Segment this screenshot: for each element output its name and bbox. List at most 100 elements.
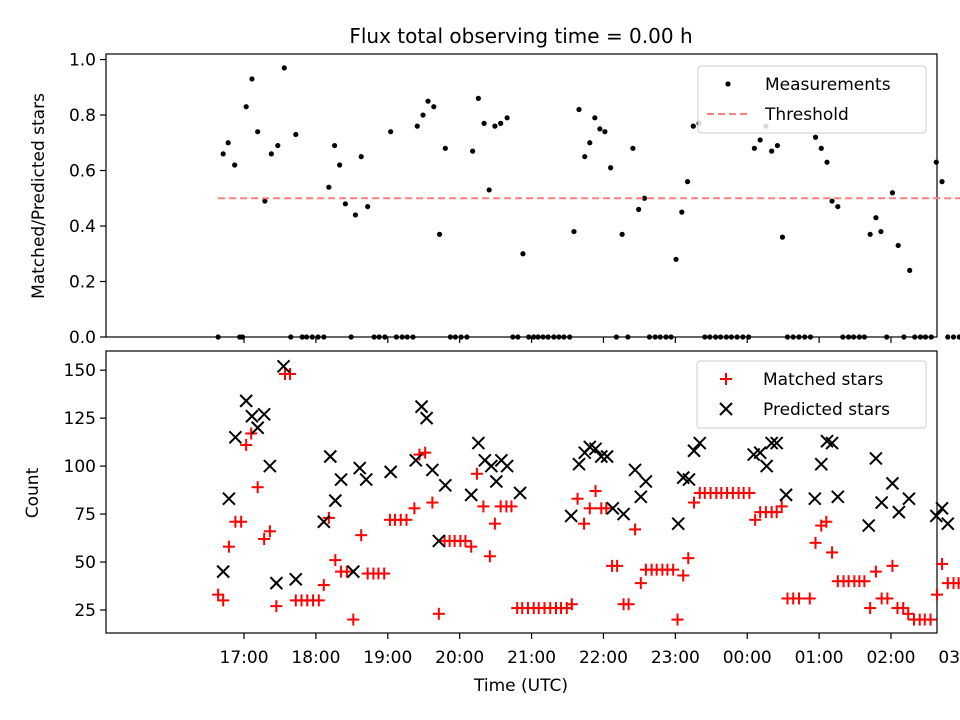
measurement-point: [889, 190, 896, 196]
measurement-point: [774, 142, 781, 149]
measurement-point: [309, 334, 315, 340]
matched-star-point: [589, 485, 602, 498]
measurement-point: [526, 334, 532, 340]
predicted-star-point: [263, 459, 277, 473]
measurement-point: [431, 104, 437, 110]
predicted-star-point: [257, 407, 271, 422]
measurement-point: [829, 198, 835, 204]
matched-star-point: [583, 502, 596, 515]
matched-star-point: [347, 613, 360, 626]
predicted-star-point: [753, 445, 767, 460]
measurement-point: [414, 123, 420, 129]
measurement-point: [657, 334, 663, 340]
measurement-point: [587, 140, 593, 146]
matched-star-point: [413, 448, 426, 461]
measurement-point: [481, 120, 487, 126]
x-tick-label: 21:00: [507, 648, 556, 668]
matched-star-point: [924, 613, 937, 626]
measurement-point: [856, 334, 862, 340]
matched-star-point: [622, 598, 635, 611]
legend-threshold-label: Threshold: [764, 105, 849, 125]
counts-y-ticks: 25 50 75 100 125 150: [64, 361, 106, 621]
matched-star-point: [465, 540, 478, 553]
predicted-star-point: [764, 436, 779, 450]
matched-star-point: [886, 559, 899, 572]
predicted-star-point: [438, 478, 453, 492]
measurement-point: [956, 334, 960, 340]
measurement-point: [315, 334, 321, 340]
y-tick-label: 0.2: [69, 273, 96, 293]
measurement-point: [851, 334, 857, 340]
matched-star-point: [212, 588, 225, 601]
measurement-point: [535, 334, 541, 340]
measurement-point: [602, 129, 608, 135]
predicted-star-point: [892, 505, 906, 519]
measurement-point: [452, 334, 458, 340]
measurement-point: [458, 334, 464, 340]
measurement-point: [492, 123, 498, 129]
matched-star-point: [240, 439, 253, 451]
y-tick-label: 0.8: [69, 106, 96, 126]
matched-star-point: [432, 607, 445, 620]
ratio-y-axis-label: Matched/Predicted stars: [29, 93, 49, 299]
measurement-point: [646, 334, 653, 340]
predicted-star-point: [606, 501, 620, 516]
ratio-legend: Measurements Threshold: [697, 65, 927, 134]
measurement-point: [835, 203, 841, 210]
measurement-point: [567, 334, 573, 340]
measurement-point: [884, 334, 890, 340]
predicted-star-point: [808, 492, 822, 506]
measurement-point: [740, 334, 746, 340]
measurement-point: [840, 334, 846, 340]
x-tick-label: 00:00: [723, 648, 772, 668]
measurement-point: [510, 334, 516, 340]
matched-star-point: [263, 525, 276, 538]
measurement-point: [337, 162, 343, 168]
measurement-point: [679, 209, 685, 215]
predicted-star-point: [432, 534, 446, 548]
predicted-star-point: [216, 564, 230, 579]
matched-star-point: [864, 602, 877, 615]
predicted-star-point: [594, 449, 609, 464]
measurement-point: [592, 115, 598, 121]
matched-star-point: [340, 565, 353, 578]
predicted-star-point: [489, 474, 504, 489]
predicted-star-point: [862, 518, 876, 533]
matched-star-point: [419, 446, 432, 459]
measurement-point: [442, 145, 448, 151]
measurement-point: [545, 334, 551, 340]
y-tick-label: 0.6: [69, 162, 96, 182]
measurement-point: [376, 334, 382, 340]
measurement-point: [326, 184, 332, 190]
matched-star-point: [235, 515, 248, 528]
measurement-point: [784, 334, 791, 340]
matched-star-point: [634, 577, 647, 590]
predicted-star-point: [334, 472, 348, 487]
predicted-star-point: [484, 459, 499, 473]
x-tick-label: 18:00: [291, 648, 340, 668]
measurement-point: [718, 334, 724, 340]
measurement-point: [928, 334, 934, 340]
matched-star-point: [902, 607, 915, 620]
measurement-point: [556, 334, 562, 340]
predicted-star-point: [464, 488, 478, 502]
matched-star-point: [378, 567, 391, 580]
matched-star-point: [809, 536, 822, 549]
counts-legend: Matched stars Predicted stars: [696, 360, 927, 429]
predicted-star-point: [269, 576, 284, 590]
measurement-point: [515, 334, 521, 340]
measurement-point: [707, 334, 713, 340]
predicted-star-point: [941, 516, 955, 531]
matched-star-point: [470, 467, 483, 480]
measurement-point: [348, 334, 354, 340]
predicted-star-point: [634, 490, 648, 504]
predicted-star-point: [328, 493, 343, 508]
measurement-point: [239, 334, 246, 340]
matched-star-point: [217, 594, 230, 607]
predicted-star-point: [471, 436, 486, 450]
predicted-star-point: [935, 501, 949, 516]
matched-star-point: [931, 588, 943, 601]
matched-star-point: [312, 594, 325, 607]
measurement-point: [399, 334, 405, 340]
